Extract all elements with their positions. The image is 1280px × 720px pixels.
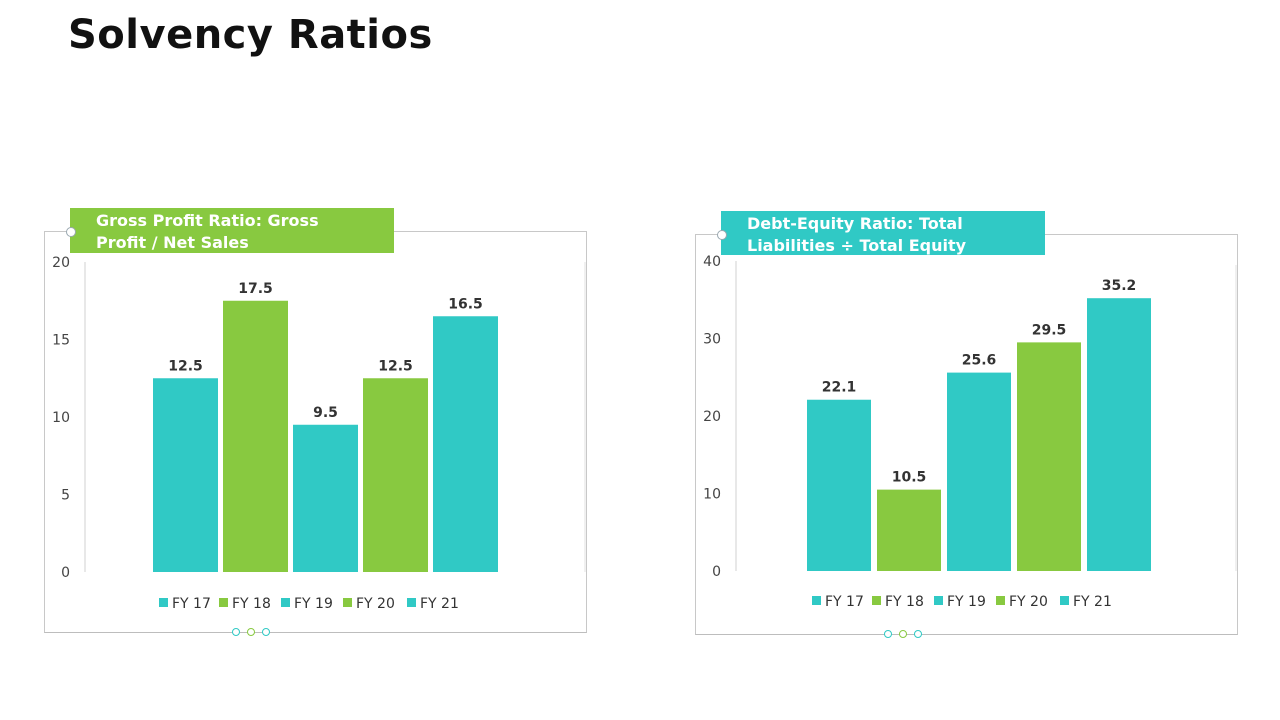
data-label: 12.5 bbox=[168, 358, 203, 374]
bar bbox=[363, 378, 428, 572]
pager-dots bbox=[884, 630, 922, 638]
y-tick-label: 0 bbox=[712, 564, 721, 580]
legend-swatch bbox=[159, 598, 168, 607]
data-label: 29.5 bbox=[1032, 322, 1067, 338]
legend-label: FY 20 bbox=[1009, 594, 1048, 610]
legend-swatch bbox=[1060, 596, 1069, 605]
data-label: 9.5 bbox=[313, 405, 338, 421]
legend-swatch bbox=[934, 596, 943, 605]
data-label: 16.5 bbox=[448, 296, 483, 312]
bar bbox=[807, 399, 871, 571]
legend-label: FY 18 bbox=[232, 596, 271, 612]
connector-dot bbox=[717, 230, 727, 240]
chart-title-label: Debt-Equity Ratio: Total Liabilities ÷ T… bbox=[721, 211, 1045, 255]
legend-label: FY 17 bbox=[172, 596, 211, 612]
y-tick-label: 10 bbox=[703, 487, 721, 503]
bar bbox=[1087, 298, 1151, 571]
chart-title-line: Debt-Equity Ratio: Total bbox=[747, 214, 963, 233]
pager-dot bbox=[914, 630, 922, 638]
legend-label: FY 19 bbox=[294, 596, 333, 612]
legend-swatch bbox=[407, 598, 416, 607]
legend-label: FY 20 bbox=[356, 596, 395, 612]
bar bbox=[293, 424, 358, 572]
legend-label: FY 21 bbox=[420, 596, 459, 612]
bar bbox=[877, 489, 941, 571]
data-label: 22.1 bbox=[822, 380, 857, 396]
bar bbox=[153, 378, 218, 572]
chart-title-line: Liabilities ÷ Total Equity bbox=[747, 236, 967, 255]
y-tick-label: 40 bbox=[703, 254, 721, 270]
legend-label: FY 19 bbox=[947, 594, 986, 610]
legend-swatch bbox=[343, 598, 352, 607]
y-tick-label: 20 bbox=[52, 255, 70, 271]
pager-dot bbox=[884, 630, 892, 638]
y-tick-label: 15 bbox=[52, 333, 70, 349]
data-label: 12.5 bbox=[378, 358, 413, 374]
legend-label: FY 21 bbox=[1073, 594, 1112, 610]
y-tick-label: 20 bbox=[703, 409, 721, 425]
legend-label: FY 17 bbox=[825, 594, 864, 610]
y-tick-label: 0 bbox=[61, 565, 70, 581]
legend-swatch bbox=[996, 596, 1005, 605]
data-label: 17.5 bbox=[238, 281, 273, 297]
data-label: 25.6 bbox=[962, 353, 997, 369]
chart-title-label: Gross Profit Ratio: Gross Profit / Net S… bbox=[70, 208, 394, 253]
bar bbox=[947, 372, 1011, 571]
connector-dot bbox=[66, 227, 76, 237]
legend-swatch bbox=[872, 596, 881, 605]
pager-dot bbox=[247, 628, 255, 636]
y-tick-label: 30 bbox=[703, 332, 721, 348]
data-label: 10.5 bbox=[892, 470, 927, 486]
bar bbox=[433, 316, 498, 572]
pager-dots bbox=[232, 628, 270, 636]
legend-swatch bbox=[281, 598, 290, 607]
y-tick-label: 5 bbox=[61, 488, 70, 504]
bar bbox=[1017, 342, 1081, 571]
pager-dot bbox=[262, 628, 270, 636]
pager-dot bbox=[232, 628, 240, 636]
legend-swatch bbox=[219, 598, 228, 607]
pager-dot bbox=[899, 630, 907, 638]
page-title: Solvency Ratios bbox=[68, 12, 433, 58]
chart-title-line: Gross Profit Ratio: Gross bbox=[96, 211, 319, 230]
y-tick-label: 10 bbox=[52, 410, 70, 426]
legend-label: FY 18 bbox=[885, 594, 924, 610]
bar bbox=[223, 300, 288, 572]
legend-swatch bbox=[812, 596, 821, 605]
data-label: 35.2 bbox=[1102, 278, 1137, 294]
chart-title-line: Profit / Net Sales bbox=[96, 233, 249, 252]
